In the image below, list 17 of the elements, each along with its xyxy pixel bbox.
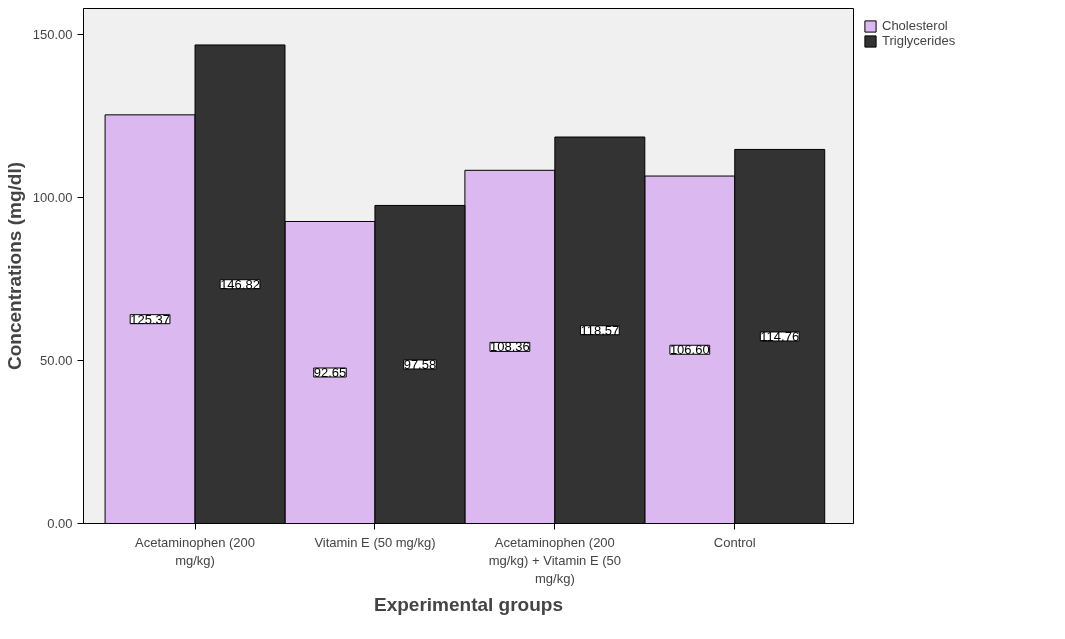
x-tick-label: Control	[713, 534, 756, 550]
data-label: 114.76	[760, 328, 800, 344]
legend-label: Cholesterol	[882, 18, 948, 33]
data-label: 97.58	[403, 356, 437, 372]
x-axis-title: Experimental groups	[374, 593, 564, 615]
y-tick-label: 50.00	[39, 353, 73, 369]
data-label: 92.65	[313, 365, 347, 380]
y-tick-label: 0.00	[47, 516, 73, 531]
x-tick-label: Acetaminophen (200 mg/kg)	[135, 534, 256, 568]
y-tick-label: 100.00	[32, 190, 73, 206]
x-tick-label: Vitamin E (50 mg/kg)	[314, 534, 436, 550]
y-tick-label: 150.00	[32, 27, 73, 43]
data-label: 118.57	[580, 322, 620, 338]
data-label: 108.36	[490, 339, 530, 355]
y-axis-title: Concentrations (mg/dl)	[3, 162, 25, 370]
legend-label: Triglycerides	[882, 33, 956, 48]
x-tick-label: Acetaminophen (200 mg/kg) + Vitamin E (50 mg/kg)	[488, 534, 622, 586]
